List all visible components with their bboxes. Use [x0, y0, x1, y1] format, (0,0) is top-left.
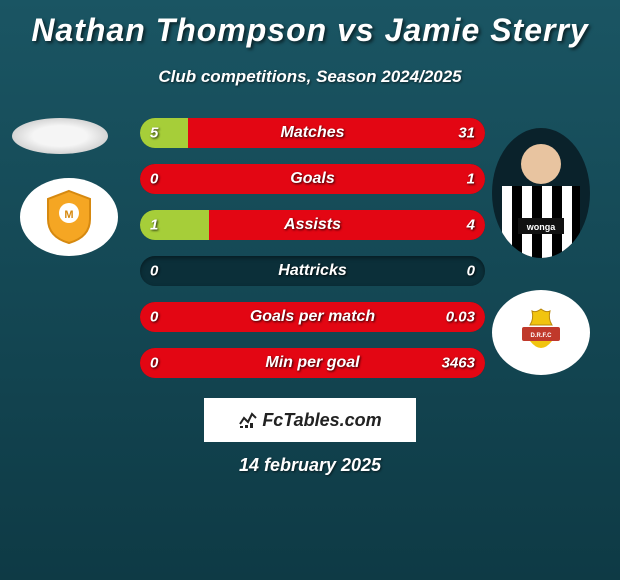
stat-value-left: 1 — [150, 217, 158, 234]
subtitle: Club competitions, Season 2024/2025 — [0, 67, 620, 87]
stat-label: Hattricks — [278, 262, 346, 280]
shield-icon: M — [44, 189, 94, 245]
club-right-logo: D.R.F.C — [492, 290, 590, 375]
stat-value-left: 0 — [150, 309, 158, 326]
stat-value-left: 0 — [150, 263, 158, 280]
stat-value-right: 3463 — [442, 355, 475, 372]
stat-row: Min per goal 0 3463 — [140, 348, 485, 378]
stat-label: Min per goal — [265, 354, 359, 372]
stat-row: Goals 0 1 — [140, 164, 485, 194]
svg-text:M: M — [64, 209, 73, 221]
stat-label: Assists — [284, 216, 341, 234]
stat-row: Matches 5 31 — [140, 118, 485, 148]
comparison-chart: Matches531Goals01Assists14Hattricks00Goa… — [140, 118, 485, 394]
branding-badge: FcTables.com — [204, 398, 416, 442]
stat-value-right: 1 — [467, 171, 475, 188]
stat-value-left: 5 — [150, 125, 158, 142]
stat-label: Matches — [280, 124, 344, 142]
stat-value-right: 4 — [467, 217, 475, 234]
branding-text: FcTables.com — [262, 410, 381, 431]
player-left-avatar — [12, 118, 108, 154]
bar-left-fill — [140, 118, 188, 148]
crest-icon: D.R.F.C — [516, 305, 566, 361]
player-right-avatar: wonga — [492, 128, 590, 258]
stat-row: Assists 1 4 — [140, 210, 485, 240]
stat-value-right: 0.03 — [446, 309, 475, 326]
stat-value-right: 31 — [458, 125, 475, 142]
svg-text:D.R.F.C: D.R.F.C — [531, 333, 553, 339]
page-title: Nathan Thompson vs Jamie Sterry — [0, 0, 620, 49]
stat-label: Goals — [290, 170, 334, 188]
stat-row: Hattricks 0 0 — [140, 256, 485, 286]
bar-right-fill — [209, 210, 485, 240]
stat-row: Goals per match 0 0.03 — [140, 302, 485, 332]
stat-value-left: 0 — [150, 355, 158, 372]
chart-icon — [238, 410, 258, 430]
stat-value-left: 0 — [150, 171, 158, 188]
svg-text:wonga: wonga — [526, 222, 556, 232]
club-left-logo: M — [20, 178, 118, 256]
stat-value-right: 0 — [467, 263, 475, 280]
stat-label: Goals per match — [250, 308, 375, 326]
date-text: 14 february 2025 — [239, 455, 381, 476]
